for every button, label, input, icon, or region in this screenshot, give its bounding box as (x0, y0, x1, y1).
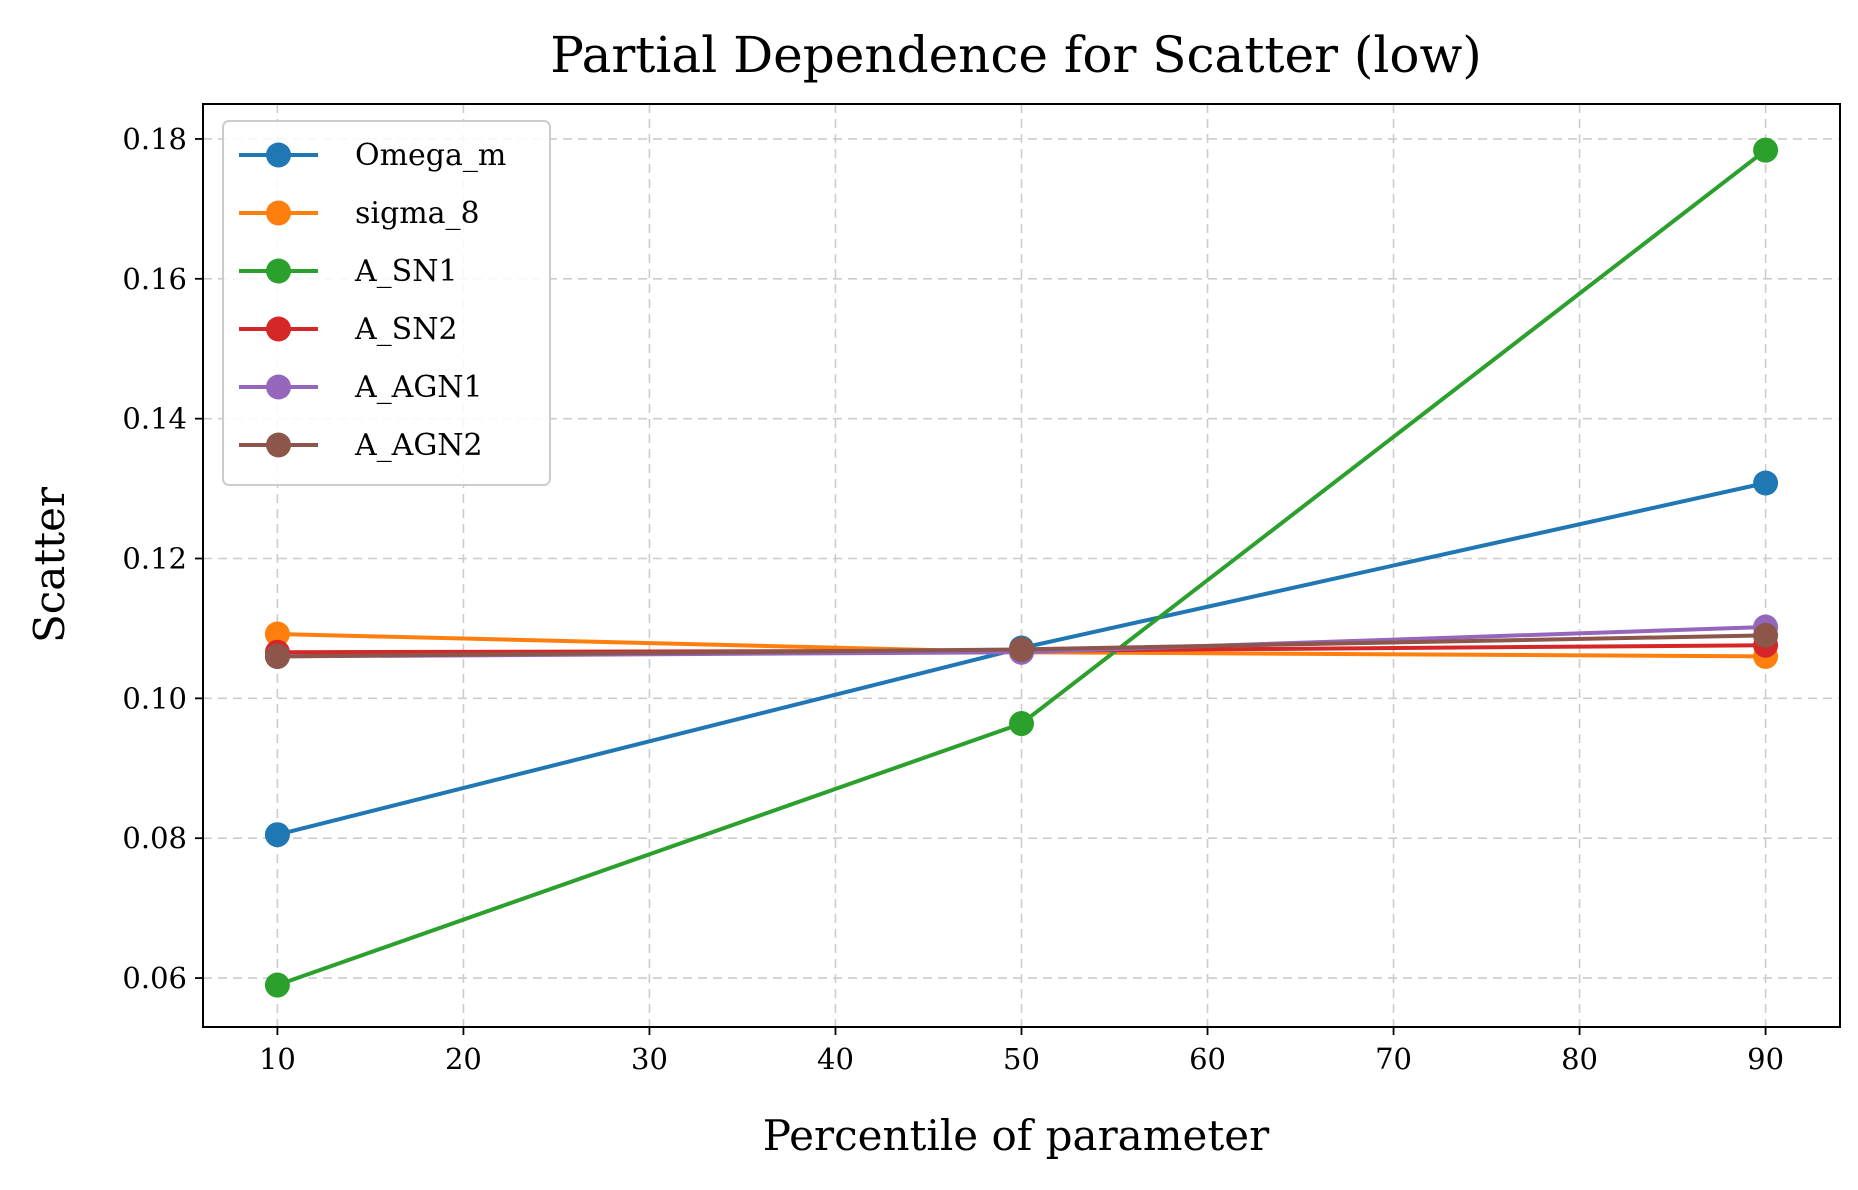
plot-frame (202, 103, 1841, 1028)
legend-marker (266, 316, 291, 342)
series-layer (264, 137, 1779, 998)
legend-label: A_SN2 (354, 312, 458, 347)
series-A_AGN2 (264, 622, 1779, 669)
x-tick-label: 80 (1561, 1042, 1598, 1076)
data-point (264, 822, 290, 848)
data-point (264, 621, 290, 647)
legend-label: A_AGN2 (354, 428, 483, 463)
legend-marker (266, 432, 291, 458)
series-A_SN1 (264, 137, 1779, 998)
y-tick-label: 0.10 (122, 681, 187, 715)
legend-label: A_AGN1 (354, 370, 483, 405)
data-point (1753, 137, 1779, 163)
y-tick-label: 0.14 (122, 402, 187, 436)
x-tick-label: 40 (817, 1042, 854, 1076)
x-tick-label: 10 (259, 1042, 296, 1076)
data-point (264, 643, 290, 669)
x-tick-label: 70 (1375, 1042, 1412, 1076)
y-axis-label: Scatter (25, 486, 74, 643)
data-point (264, 972, 290, 998)
legend-marker (266, 142, 291, 168)
data-point (1753, 470, 1779, 496)
legend-label: Omega_m (355, 138, 506, 173)
data-point (1753, 622, 1779, 648)
x-axis-label: Percentile of parameter (763, 1111, 1270, 1160)
chart-title: Partial Dependence for Scatter (low) (550, 26, 1482, 84)
legend: Omega_m sigma_8 A_SN1 A_SN2 A_AGN1 A_AGN2 (222, 120, 551, 486)
y-tick-label: 0.18 (122, 122, 187, 156)
x-tick-label: 60 (1189, 1042, 1226, 1076)
x-tick-label: 90 (1747, 1042, 1784, 1076)
data-point (1009, 711, 1034, 737)
y-tick-label: 0.12 (122, 542, 187, 576)
y-tick-label: 0.06 (122, 961, 187, 995)
data-point (1009, 636, 1034, 662)
y-tick-label: 0.08 (122, 821, 187, 855)
legend-marker (266, 258, 291, 284)
x-tick-label: 20 (445, 1042, 482, 1076)
y-tick-label: 0.16 (122, 262, 187, 296)
ticks: 10 20 30 40 50 60 70 80 90 0.06 0.08 0.10 0.12 0.14 0.… (122, 122, 1784, 1076)
x-tick-label: 30 (631, 1042, 668, 1076)
x-tick-label: 50 (1003, 1042, 1040, 1076)
legend-label: sigma_8 (355, 196, 480, 231)
legend-marker (266, 200, 291, 226)
legend-label: A_SN1 (354, 254, 458, 289)
legend-marker (266, 374, 291, 400)
